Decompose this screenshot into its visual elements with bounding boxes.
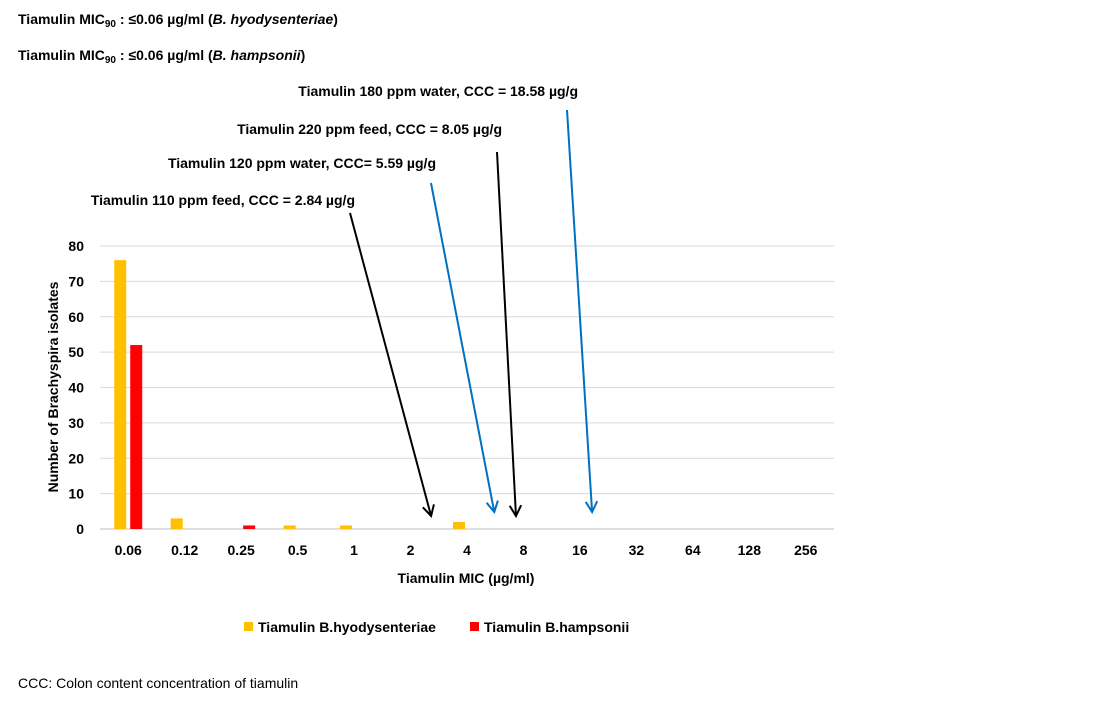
y-tick-label: 60	[68, 309, 84, 325]
x-tick-label: 1	[350, 542, 358, 558]
y-tick-label: 70	[68, 273, 84, 289]
bar-hyo	[340, 525, 353, 529]
x-tick-label: 128	[738, 542, 762, 558]
y-tick-label: 30	[68, 415, 84, 431]
footnote: CCC: Colon content concentration of tiam…	[18, 675, 298, 691]
annotation-label: Tiamulin 110 ppm feed, CCC = 2.84 µg/g	[91, 192, 355, 208]
bar-hamp	[243, 525, 256, 529]
bar-hyo	[114, 260, 127, 529]
x-axis-label: Tiamulin MIC (µg/ml)	[398, 570, 535, 586]
arrowhead	[508, 504, 523, 519]
x-tick-label: 0.06	[115, 542, 142, 558]
x-tick-label: 0.25	[228, 542, 255, 558]
legend: Tiamulin B.hyodysenteriae Tiamulin B.ham…	[244, 619, 629, 635]
bar-hyo	[170, 518, 183, 529]
y-tick-label: 80	[68, 238, 84, 254]
legend-label-hamp: Tiamulin B.hampsonii	[484, 619, 629, 635]
legend-swatch-hamp	[470, 622, 479, 631]
x-tick-label: 0.5	[288, 542, 308, 558]
y-tick-label: 20	[68, 450, 84, 466]
x-tick-label: 4	[463, 542, 471, 558]
annotation-arrow	[430, 182, 496, 513]
bar-hamp	[130, 345, 143, 529]
header-line-2: Tiamulin MIC90 : ≤0.06 µg/ml (B. hampson…	[18, 47, 305, 66]
arrowhead	[584, 500, 599, 515]
arrowhead	[485, 500, 499, 515]
bar-hyo	[283, 525, 296, 529]
x-tick-label: 64	[685, 542, 701, 558]
annotation-arrow	[566, 109, 594, 513]
legend-swatch-hyo	[244, 622, 253, 631]
annotation-label: Tiamulin 120 ppm water, CCC= 5.59 µg/g	[168, 155, 436, 171]
y-tick-label: 50	[68, 344, 84, 360]
x-tick-label: 16	[572, 542, 588, 558]
x-tick-label: 256	[794, 542, 818, 558]
x-tick-label: 32	[629, 542, 645, 558]
annotation-arrow	[349, 212, 433, 517]
annotation-label: Tiamulin 220 ppm feed, CCC = 8.05 µg/g	[237, 121, 502, 137]
legend-label-hyo: Tiamulin B.hyodysenteriae	[258, 619, 436, 635]
bar-hyo	[453, 521, 465, 529]
arrowhead	[422, 504, 435, 519]
header-line-1: Tiamulin MIC90 : ≤0.06 µg/ml (B. hyodyse…	[18, 11, 338, 30]
x-tick-label: 8	[520, 542, 528, 558]
y-tick-label: 40	[68, 380, 84, 396]
y-tick-label: 10	[68, 486, 84, 502]
y-axis-label: Number of Brachyspira isolates	[45, 281, 61, 492]
annotation-arrow	[496, 151, 517, 517]
x-tick-label: 0.12	[171, 542, 198, 558]
annotation-label: Tiamulin 180 ppm water, CCC = 18.58 µg/g	[298, 83, 578, 99]
y-tick-label: 0	[76, 521, 84, 537]
x-tick-label: 2	[407, 542, 415, 558]
